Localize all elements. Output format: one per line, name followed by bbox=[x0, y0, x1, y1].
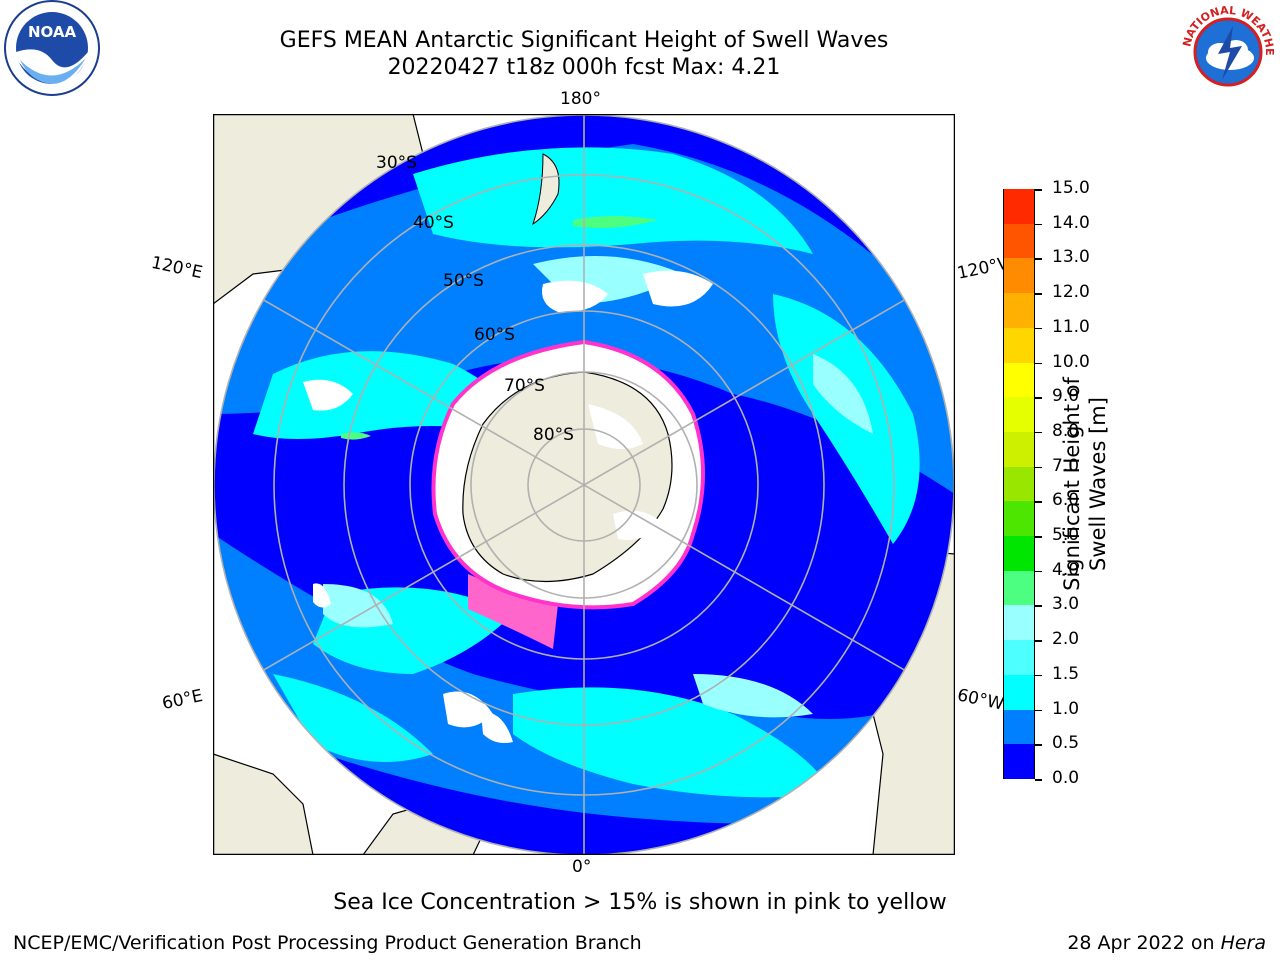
colorbar-band bbox=[1004, 327, 1034, 363]
colorbar-tick-mark bbox=[1035, 605, 1042, 607]
lat-label-50s: 50°S bbox=[443, 271, 484, 291]
colorbar-band bbox=[1004, 709, 1034, 745]
colorbar-tick-mark bbox=[1035, 501, 1042, 503]
colorbar-band bbox=[1004, 500, 1034, 537]
footer-left: NCEP/EMC/Verification Post Processing Pr… bbox=[13, 932, 642, 954]
noaa-logo-text: NOAA bbox=[28, 23, 77, 41]
colorbar-band bbox=[1004, 535, 1034, 571]
national-weather-service-logo: NATIONAL WEATHER SERVICE bbox=[1178, 4, 1276, 98]
colorbar-tick-mark bbox=[1035, 570, 1042, 573]
colorbar-tick-label: 11.0 bbox=[1052, 316, 1090, 337]
colorbar-band bbox=[1004, 431, 1034, 467]
colorbar-tick-label: 2.0 bbox=[1052, 629, 1080, 650]
graticule bbox=[214, 115, 954, 855]
land-madagascar bbox=[213, 753, 314, 855]
colorbar-tick-label: 9.0 bbox=[1052, 386, 1080, 407]
lon-label-120e: 120°E bbox=[149, 252, 205, 284]
lat-label-60s: 60°S bbox=[474, 325, 515, 345]
colorbar-tick-label: 0.5 bbox=[1052, 733, 1080, 754]
colorbar-band bbox=[1004, 223, 1034, 259]
footer-right: 28 Apr 2022 on Hera bbox=[1067, 932, 1266, 954]
map-title: GEFS MEAN Antarctic Significant Height o… bbox=[279, 28, 889, 53]
colorbar-band bbox=[1004, 188, 1034, 224]
map-subtitle: 20220427 t18z 000h fcst Max: 4.21 bbox=[387, 55, 781, 80]
polar-map bbox=[213, 114, 955, 855]
colorbar-tick-mark bbox=[1035, 431, 1042, 434]
footer-date: 28 Apr 2022 on bbox=[1067, 932, 1221, 954]
colorbar-tick-label: 5.0 bbox=[1052, 525, 1080, 546]
colorbar-tick-mark bbox=[1035, 189, 1042, 191]
colorbar-tick-mark bbox=[1035, 223, 1042, 226]
lon-label-60e: 60°E bbox=[160, 685, 205, 715]
lat-label-70s: 70°S bbox=[504, 376, 545, 396]
colorbar-tick-label: 12.0 bbox=[1052, 282, 1090, 303]
colorbar-band bbox=[1004, 466, 1034, 502]
colorbar-band bbox=[1004, 257, 1034, 294]
colorbar-tick-mark bbox=[1035, 674, 1042, 677]
colorbar-tick-label: 0.0 bbox=[1052, 768, 1080, 788]
colorbar-tick-mark bbox=[1035, 397, 1042, 399]
colorbar-tick-label: 8.0 bbox=[1052, 420, 1080, 441]
colorbar-band bbox=[1004, 292, 1034, 328]
lon-label-60w: 60°W bbox=[955, 685, 1006, 715]
colorbar-tick-label: 15.0 bbox=[1052, 178, 1090, 198]
sea-ice-caption: Sea Ice Concentration > 15% is shown in … bbox=[333, 890, 947, 915]
colorbar-tick-mark bbox=[1035, 536, 1042, 538]
colorbar-tick-mark bbox=[1035, 327, 1042, 330]
colorbar-tick-mark bbox=[1035, 779, 1042, 781]
colorbar-band bbox=[1004, 674, 1034, 710]
colorbar-tick-label: 4.0 bbox=[1052, 559, 1080, 580]
colorbar-tick-label: 14.0 bbox=[1052, 212, 1090, 233]
colorbar-tick-mark bbox=[1035, 709, 1042, 712]
colorbar-tick-label: 3.0 bbox=[1052, 594, 1080, 615]
noaa-logo: NOAA bbox=[4, 0, 100, 96]
colorbar-tick-mark bbox=[1035, 362, 1042, 365]
colorbar-tick-mark bbox=[1035, 744, 1042, 746]
lat-label-30s: 30°S bbox=[376, 153, 417, 173]
colorbar-tick-label: 6.0 bbox=[1052, 490, 1080, 511]
colorbar-tick-label: 13.0 bbox=[1052, 247, 1090, 268]
colorbar-tick-label: 10.0 bbox=[1052, 351, 1090, 372]
colorbar bbox=[1003, 188, 1035, 779]
colorbar-band bbox=[1004, 570, 1034, 606]
colorbar-band bbox=[1004, 396, 1034, 432]
colorbar-tick-mark bbox=[1035, 258, 1042, 260]
colorbar-tick-label: 1.5 bbox=[1052, 663, 1080, 684]
colorbar-tick-mark bbox=[1035, 466, 1042, 469]
lon-label-0: 0° bbox=[572, 857, 592, 877]
lat-label-40s: 40°S bbox=[413, 213, 454, 233]
colorbar-tick-label: 7.0 bbox=[1052, 455, 1080, 476]
colorbar-label: Significant Height of Swell Waves [m] bbox=[1060, 377, 1110, 591]
colorbar-tick-label: 1.0 bbox=[1052, 698, 1080, 719]
footer-host: Hera bbox=[1220, 932, 1266, 954]
colorbar-band bbox=[1004, 743, 1034, 779]
colorbar-tick-mark bbox=[1035, 293, 1042, 295]
lat-label-80s: 80°S bbox=[533, 425, 574, 445]
colorbar-band bbox=[1004, 362, 1034, 398]
colorbar-band bbox=[1004, 639, 1034, 675]
colorbar-band bbox=[1004, 604, 1034, 641]
lon-label-180: 180° bbox=[560, 89, 601, 109]
colorbar-tick-mark bbox=[1035, 640, 1042, 642]
